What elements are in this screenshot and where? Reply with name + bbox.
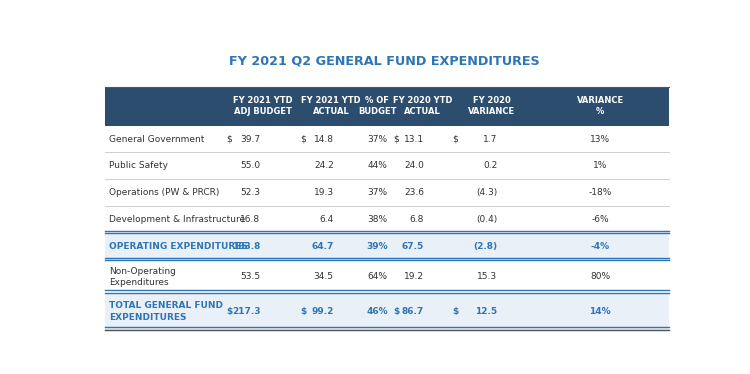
Text: 12.5: 12.5 — [475, 307, 497, 316]
Text: 0.2: 0.2 — [483, 162, 497, 171]
Text: $: $ — [226, 135, 232, 144]
Text: 44%: 44% — [368, 162, 387, 171]
Bar — [105, 153, 669, 180]
Text: FY 2020 YTD
ACTUAL: FY 2020 YTD ACTUAL — [393, 96, 452, 116]
Text: 15.3: 15.3 — [477, 272, 497, 281]
Bar — [105, 260, 669, 293]
Text: 13%: 13% — [590, 135, 610, 144]
Text: (0.4): (0.4) — [476, 215, 497, 224]
Text: 16.8: 16.8 — [240, 215, 260, 224]
Text: $: $ — [300, 307, 306, 316]
Text: $: $ — [393, 307, 399, 316]
Text: Non-Operating
Expenditures: Non-Operating Expenditures — [109, 267, 176, 287]
Text: 24.0: 24.0 — [404, 162, 424, 171]
Text: 37%: 37% — [368, 135, 388, 144]
Text: (4.3): (4.3) — [476, 188, 497, 197]
Text: $: $ — [300, 135, 306, 144]
Text: 6.4: 6.4 — [320, 215, 334, 224]
Text: 24.2: 24.2 — [314, 162, 334, 171]
Text: 6.8: 6.8 — [410, 215, 424, 224]
Text: 1%: 1% — [593, 162, 608, 171]
Text: 19.2: 19.2 — [404, 272, 424, 281]
Text: 53.5: 53.5 — [240, 272, 260, 281]
Text: 80%: 80% — [590, 272, 610, 281]
Text: 55.0: 55.0 — [240, 162, 260, 171]
Text: 99.2: 99.2 — [311, 307, 334, 316]
Text: 38%: 38% — [368, 215, 388, 224]
Text: 64.7: 64.7 — [311, 242, 334, 251]
Text: VARIANCE
%: VARIANCE % — [577, 96, 624, 116]
Bar — [105, 87, 669, 126]
Text: 52.3: 52.3 — [241, 188, 260, 197]
Bar — [105, 206, 669, 233]
Text: $: $ — [452, 135, 458, 144]
Text: $: $ — [226, 307, 232, 316]
Text: Public Safety: Public Safety — [109, 162, 168, 171]
Bar — [105, 180, 669, 206]
Text: FY 2020
VARIANCE: FY 2020 VARIANCE — [468, 96, 515, 116]
Text: $: $ — [393, 135, 399, 144]
Bar — [105, 126, 669, 153]
Text: FY 2021 Q2 GENERAL FUND EXPENDITURES: FY 2021 Q2 GENERAL FUND EXPENDITURES — [229, 55, 540, 68]
Text: $: $ — [452, 307, 458, 316]
Bar — [105, 233, 669, 260]
Text: TOTAL GENERAL FUND
EXPENDITURES: TOTAL GENERAL FUND EXPENDITURES — [109, 301, 223, 322]
Text: (2.8): (2.8) — [473, 242, 497, 251]
Text: Operations (PW & PRCR): Operations (PW & PRCR) — [109, 188, 219, 197]
Text: 67.5: 67.5 — [402, 242, 424, 251]
Text: -6%: -6% — [591, 215, 609, 224]
Text: 14%: 14% — [590, 307, 611, 316]
Text: 163.8: 163.8 — [232, 242, 260, 251]
Text: FY 2021 YTD
ACTUAL: FY 2021 YTD ACTUAL — [301, 96, 361, 116]
Text: 217.3: 217.3 — [232, 307, 260, 316]
Text: 14.8: 14.8 — [314, 135, 334, 144]
Text: Development & Infrastructure: Development & Infrastructure — [109, 215, 245, 224]
Text: 34.5: 34.5 — [314, 272, 334, 281]
Text: 64%: 64% — [368, 272, 388, 281]
Text: 39%: 39% — [367, 242, 388, 251]
Text: -18%: -18% — [589, 188, 612, 197]
Text: OPERATING EXPENDITURES: OPERATING EXPENDITURES — [109, 242, 248, 251]
Text: 1.7: 1.7 — [483, 135, 497, 144]
Text: -4%: -4% — [590, 242, 610, 251]
Text: 23.6: 23.6 — [404, 188, 424, 197]
Text: % OF
BUDGET: % OF BUDGET — [358, 96, 397, 116]
Text: 13.1: 13.1 — [404, 135, 424, 144]
Bar — [105, 293, 669, 330]
Text: 19.3: 19.3 — [314, 188, 334, 197]
Text: 39.7: 39.7 — [240, 135, 260, 144]
Text: 46%: 46% — [367, 307, 388, 316]
Text: 86.7: 86.7 — [402, 307, 424, 316]
Text: FY 2021 YTD
ADJ BUDGET: FY 2021 YTD ADJ BUDGET — [233, 96, 293, 116]
Text: 37%: 37% — [368, 188, 388, 197]
Text: General Government: General Government — [109, 135, 204, 144]
